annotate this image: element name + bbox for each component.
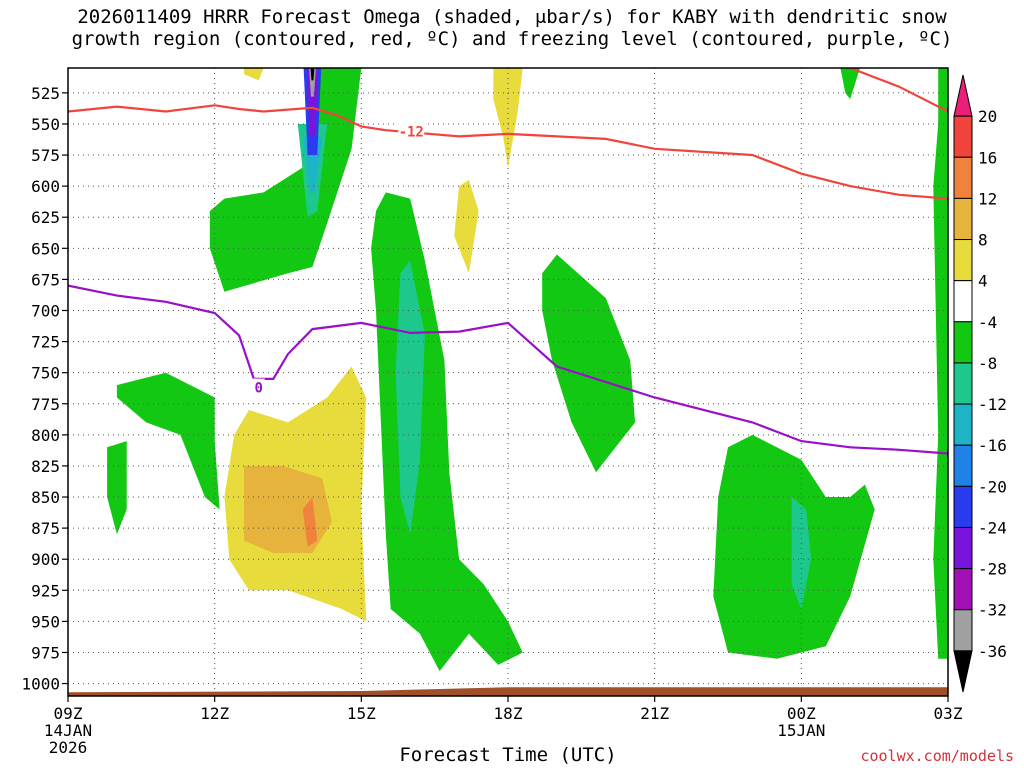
y-tick-label-600: 600 <box>31 177 60 196</box>
omega-region-20 <box>309 68 316 97</box>
omega-region-11 <box>244 465 332 553</box>
colorbar-swatch-3 <box>953 197 973 241</box>
omega-region-12 <box>302 497 318 547</box>
x-tick-label-03Z: 03Z <box>934 704 963 723</box>
y-tick-label-850: 850 <box>31 488 60 507</box>
y-tick-label-1000: 1000 <box>21 675 60 694</box>
y-tick-label-875: 875 <box>31 519 60 538</box>
colorbar-label--4: -4 <box>978 313 997 332</box>
contour-label-bg-minus12 <box>398 122 425 139</box>
y-tick-label-775: 775 <box>31 395 60 414</box>
x-tick-label-09Z: 09Z <box>54 704 83 723</box>
omega-region-19 <box>306 68 319 137</box>
ground-terrain <box>68 687 948 696</box>
x-tick-sublabel-09Z: 14JAN <box>44 721 92 740</box>
y-tick-label-525: 525 <box>31 84 60 103</box>
colorbar-swatch-8 <box>953 403 973 446</box>
colorbar-swatch-2 <box>953 156 973 199</box>
colorbar-swatch-10 <box>953 485 973 528</box>
colorbar-swatch-7 <box>953 362 973 405</box>
y-tick-label-975: 975 <box>31 643 60 662</box>
x-tick-label-18Z: 18Z <box>494 704 523 723</box>
y-tick-label-950: 950 <box>31 612 60 631</box>
y-tick-label-550: 550 <box>31 115 60 134</box>
colorbar-label-8: 8 <box>978 231 988 250</box>
x-axis-label: Forecast Time (UTC) <box>399 744 617 766</box>
x-tick-label-00Z: 00Z <box>787 704 816 723</box>
contour-line-0 <box>68 104 948 200</box>
y-tick-label-750: 750 <box>31 364 60 383</box>
colorbar-swatch-5 <box>953 280 973 323</box>
colorbar-label--12: -12 <box>978 395 1007 414</box>
y-tick-label-925: 925 <box>31 581 60 600</box>
colorbar-swatch-1 <box>953 115 973 158</box>
y-tick-label-650: 650 <box>31 239 60 258</box>
colorbar-swatch-9 <box>953 444 973 487</box>
omega-region-6 <box>840 68 860 100</box>
y-tick-label-825: 825 <box>31 457 60 476</box>
omega-region-7 <box>933 68 948 659</box>
colorbar-label--8: -8 <box>978 354 997 373</box>
omega-region-4 <box>107 441 127 535</box>
x-tick-sublabel2-09Z: 2026 <box>49 738 88 757</box>
contour-label-minus12: -12 <box>399 124 424 140</box>
contour-label-bg-zero <box>252 378 265 395</box>
x-tick-sublabel-00Z: 15JAN <box>777 721 825 740</box>
x-tick-label-21Z: 21Z <box>640 704 669 723</box>
title-line-2: growth region (contoured, red, ºC) and f… <box>71 28 953 50</box>
title-line-1: 2026011409 HRRR Forecast Omega (shaded, … <box>77 6 947 28</box>
x-tick-label-15Z: 15Z <box>347 704 376 723</box>
contour-line-1 <box>849 68 948 113</box>
omega-region-21 <box>310 68 315 81</box>
plot-area: -12 0 <box>68 68 948 696</box>
colorbar-label-4: 4 <box>978 272 988 291</box>
omega-region-15 <box>244 68 264 81</box>
colorbar-label-20: 20 <box>978 107 997 126</box>
omega-region-14 <box>454 179 479 274</box>
y-tick-label-700: 700 <box>31 301 60 320</box>
colorbar-bottom-arrow <box>953 650 973 693</box>
colorbar-label--16: -16 <box>978 436 1007 455</box>
chart-title: 2026011409 HRRR Forecast Omega (shaded, … <box>0 6 1024 50</box>
y-tick-label-800: 800 <box>31 426 60 445</box>
colorbar-swatch-13 <box>953 609 973 652</box>
colorbar-swatch-12 <box>953 568 973 611</box>
colorbar-label--20: -20 <box>978 477 1007 496</box>
credit-text[interactable]: coolwx.com/models <box>860 747 1014 765</box>
y-tick-label-900: 900 <box>31 550 60 569</box>
omega-region-2 <box>542 254 636 473</box>
colorbar-top-arrow <box>953 74 973 117</box>
x-tick-label-12Z: 12Z <box>200 704 229 723</box>
colorbar-swatch-4 <box>953 239 973 282</box>
y-tick-label-675: 675 <box>31 270 60 289</box>
colorbar-swatch-11 <box>953 526 973 570</box>
y-tick-label-625: 625 <box>31 208 60 227</box>
colorbar-label--24: -24 <box>978 518 1007 537</box>
colorbar-label--36: -36 <box>978 642 1007 661</box>
y-tick-label-575: 575 <box>31 146 60 165</box>
omega-region-13 <box>493 68 523 168</box>
contour-label-zero: 0 <box>254 381 262 397</box>
colorbar-swatch-6 <box>953 321 973 364</box>
colorbar-label-12: 12 <box>978 189 997 208</box>
omega-region-3 <box>116 372 220 510</box>
omega-region-8 <box>395 260 425 535</box>
colorbar-label--28: -28 <box>978 560 1007 579</box>
colorbar-label-16: 16 <box>978 148 997 167</box>
colorbar-label--32: -32 <box>978 601 1007 620</box>
y-tick-label-725: 725 <box>31 333 60 352</box>
contour-line-2 <box>68 284 948 455</box>
